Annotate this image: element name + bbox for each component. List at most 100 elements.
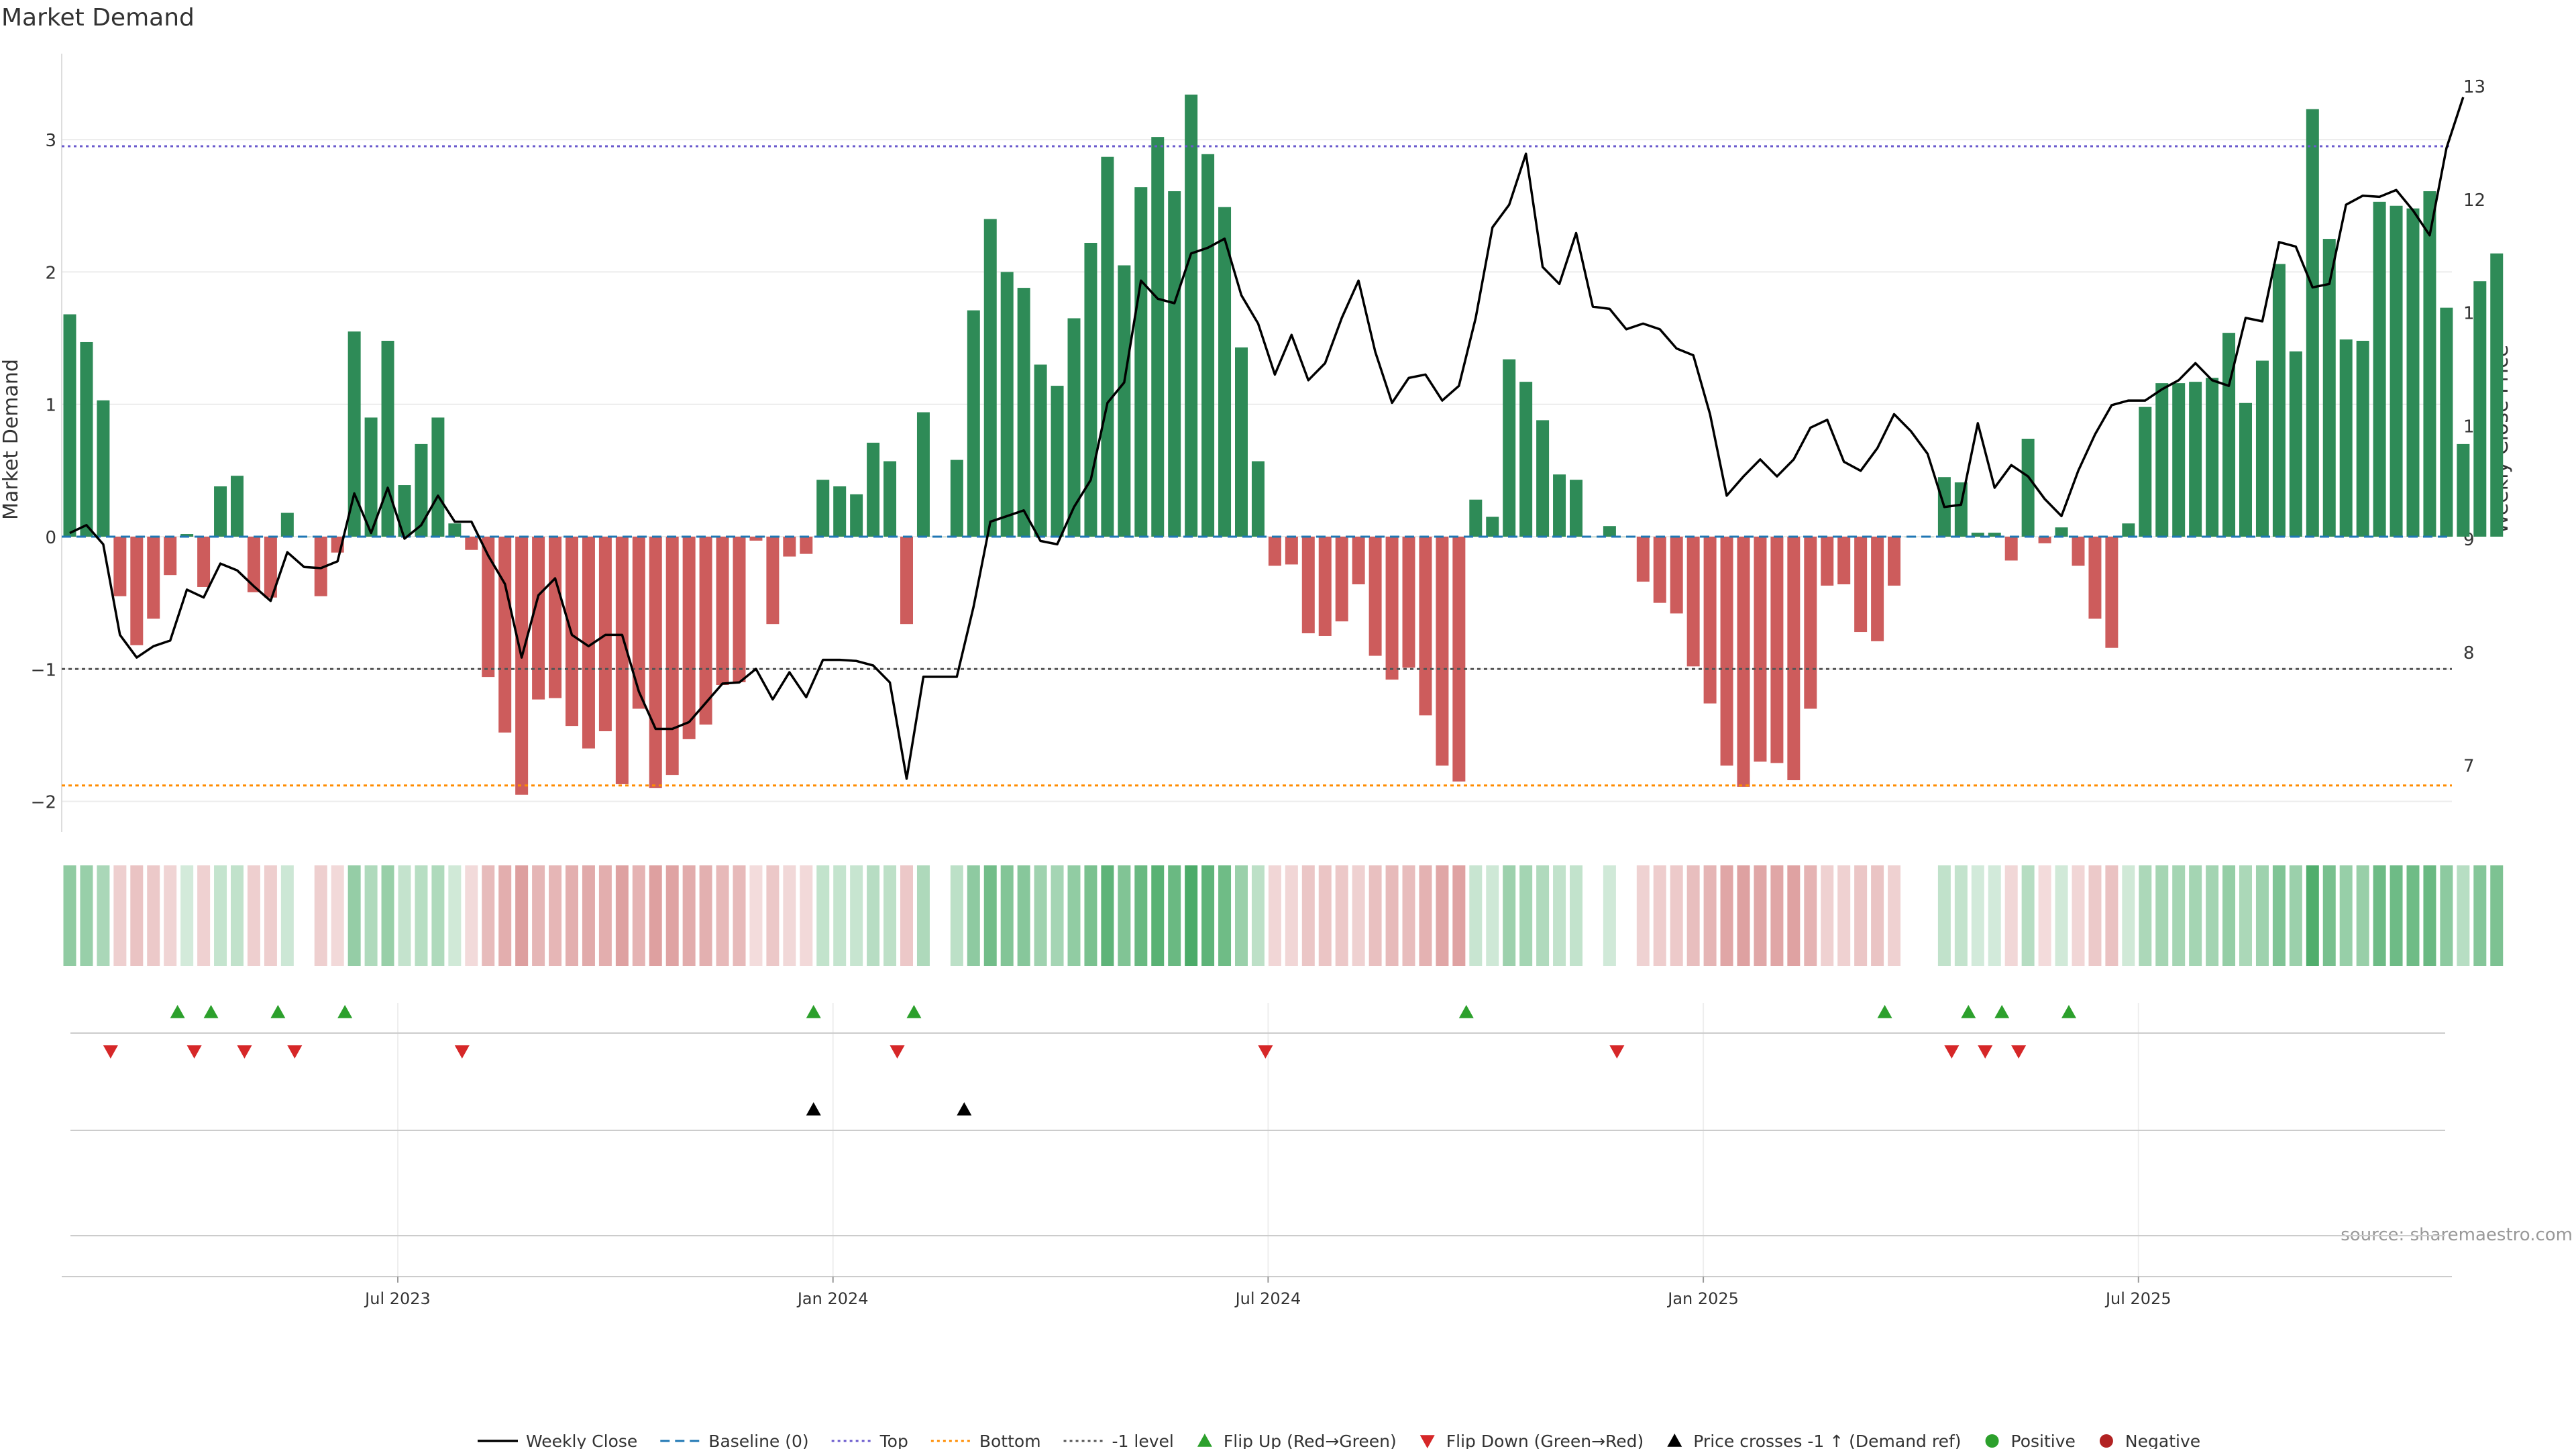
flip-down-marker xyxy=(1609,1045,1625,1059)
heat-cell xyxy=(983,865,997,966)
heat-cell xyxy=(80,865,93,966)
demand-bar xyxy=(1871,537,1884,641)
flip-down-marker xyxy=(287,1045,303,1059)
flip-up-marker xyxy=(2061,1005,2076,1018)
x-tick-label: Jul 2023 xyxy=(364,1289,431,1308)
heat-cell xyxy=(465,865,478,966)
demand-bar xyxy=(1452,537,1466,782)
demand-bar xyxy=(1837,537,1851,585)
heat-cell xyxy=(1603,865,1616,966)
demand-bar xyxy=(448,523,462,537)
heat-cell xyxy=(833,865,847,966)
x-tick-label: Jan 2024 xyxy=(796,1289,869,1308)
demand-bar xyxy=(1854,537,1868,633)
heat-cell xyxy=(766,865,780,966)
demand-bar xyxy=(766,537,780,625)
heat-cell xyxy=(1804,865,1817,966)
demand-bar xyxy=(180,534,194,537)
heat-cell xyxy=(1335,865,1348,966)
demand-bar xyxy=(63,314,76,537)
demand-bar xyxy=(130,537,144,645)
heat-cell xyxy=(1285,865,1298,966)
heat-cell xyxy=(2322,865,2336,966)
demand-bar xyxy=(2322,239,2336,537)
heat-cell xyxy=(1452,865,1466,966)
demand-bar xyxy=(2440,307,2453,537)
heat-cell xyxy=(280,865,294,966)
legend-label: Top xyxy=(879,1432,908,1449)
heat-cell xyxy=(415,865,428,966)
y-tick-label-left: 3 xyxy=(45,131,56,151)
legend-label: Bottom xyxy=(979,1432,1041,1449)
demand-bar xyxy=(2122,523,2135,537)
flip-up-marker xyxy=(1458,1005,1474,1018)
flip-up-marker xyxy=(337,1005,353,1018)
heat-cell xyxy=(1854,865,1868,966)
heat-cell xyxy=(1118,865,1131,966)
demand-bar xyxy=(833,486,847,537)
flip-down-marker xyxy=(237,1045,252,1059)
flip-up-marker xyxy=(1961,1005,1976,1018)
heat-cell xyxy=(1888,865,1901,966)
heat-cell xyxy=(448,865,462,966)
heat-cell xyxy=(2239,865,2252,966)
heat-cell xyxy=(1436,865,1449,966)
demand-bar xyxy=(1268,537,1281,566)
y-tick-label-right: 12 xyxy=(2463,191,2485,211)
heat-cell xyxy=(1051,865,1064,966)
demand-bar xyxy=(983,219,997,537)
demand-bar xyxy=(2473,281,2487,537)
heat-cell xyxy=(364,865,378,966)
price-cross-marker xyxy=(806,1102,821,1116)
heat-cell xyxy=(1168,865,1181,966)
heat-cell xyxy=(867,865,880,966)
demand-bar xyxy=(2239,402,2252,537)
demand-bar xyxy=(749,537,763,541)
demand-bar xyxy=(1419,537,1432,716)
demand-bar xyxy=(1821,537,1834,586)
flip-up-marker xyxy=(806,1005,821,1018)
heat-cell xyxy=(381,865,394,966)
demand-bar xyxy=(1251,461,1265,537)
demand-bar xyxy=(1971,533,1984,537)
demand-bar xyxy=(1118,265,1131,537)
heat-cell xyxy=(2189,865,2202,966)
heat-cell xyxy=(1871,865,1884,966)
y-tick-label-right: 8 xyxy=(2463,643,2475,663)
demand-bar xyxy=(1653,537,1666,603)
flip-down-marker xyxy=(2011,1045,2027,1059)
heat-cell xyxy=(2222,865,2236,966)
demand-bar xyxy=(1134,187,1148,537)
demand-bar xyxy=(2306,109,2319,537)
demand-bar xyxy=(1888,537,1901,586)
demand-bar xyxy=(1686,537,1700,667)
demand-bar xyxy=(1670,537,1683,614)
demand-bar xyxy=(1703,537,1717,704)
heat-cell xyxy=(1101,865,1114,966)
demand-bar xyxy=(2088,537,2102,619)
legend-label: Negative xyxy=(2125,1432,2200,1449)
flip-down-marker xyxy=(103,1045,118,1059)
heat-cell xyxy=(532,865,545,966)
heat-cell xyxy=(1151,865,1165,966)
heat-cell xyxy=(2004,865,2018,966)
flip-down-marker xyxy=(454,1045,470,1059)
demand-bar xyxy=(2390,205,2403,537)
heat-cell xyxy=(1268,865,1281,966)
heat-cell xyxy=(1385,865,1399,966)
heat-cell xyxy=(2088,865,2102,966)
legend-label: Flip Up (Red→Green) xyxy=(1224,1432,1397,1449)
heat-cell xyxy=(1201,865,1215,966)
heat-cell xyxy=(1971,865,1984,966)
heat-cell xyxy=(1703,865,1717,966)
heat-cell xyxy=(632,865,645,966)
legend-item: Flip Down (Green→Red) xyxy=(1419,1432,1644,1449)
demand-bar xyxy=(883,461,897,537)
legend-item: Positive xyxy=(1985,1432,2076,1449)
demand-bar xyxy=(2004,537,2018,561)
heat-cell xyxy=(2356,865,2369,966)
heat-cell xyxy=(2406,865,2420,966)
heat-cell xyxy=(331,865,344,966)
